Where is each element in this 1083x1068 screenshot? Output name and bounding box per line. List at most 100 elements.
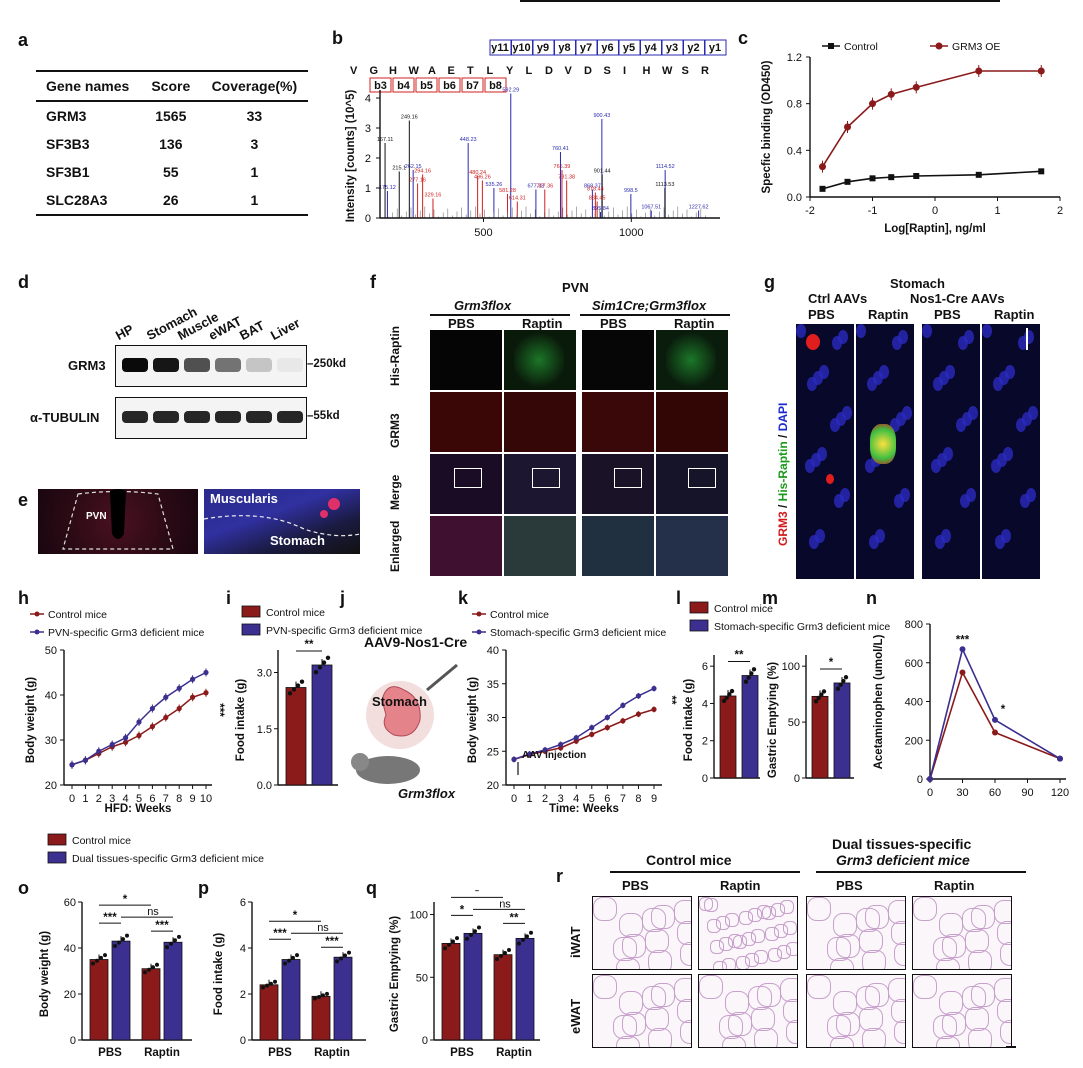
x-ticks: 500 1000	[474, 218, 644, 239]
table-row: SF3B3 136 3	[36, 130, 308, 158]
y-tick-label: 2	[365, 153, 371, 165]
legend-label: Control mice	[72, 835, 131, 847]
mouse-head-icon	[351, 753, 369, 771]
micrograph-cell	[504, 330, 576, 390]
y-ion-label: y11	[491, 42, 509, 54]
panel-label-d: d	[18, 272, 29, 292]
data-dot	[273, 979, 277, 984]
colocalized-signal	[870, 424, 896, 464]
stomach-icon	[381, 686, 421, 737]
x-axis-label: HFD: Weeks	[105, 803, 172, 815]
data-point	[635, 693, 642, 699]
pvn-outline	[62, 489, 174, 550]
table-cell: 1	[250, 164, 259, 180]
adipocyte	[833, 991, 857, 1015]
bar	[333, 956, 353, 1041]
y-tick-label: 100	[782, 661, 800, 673]
nucleus	[956, 418, 966, 432]
condition-label: Raptin	[868, 307, 909, 322]
b-ion-box	[461, 77, 484, 93]
group-rule	[816, 871, 1026, 873]
nucleus	[1024, 330, 1034, 344]
data-point	[1057, 755, 1063, 762]
mouse-icon	[356, 756, 420, 784]
nucleus	[991, 459, 1001, 473]
x-tick-label: Raptin	[144, 1047, 180, 1059]
x-tick-label: 2	[1057, 205, 1063, 217]
y-tick-label: 0.4	[787, 145, 802, 157]
nucleus	[966, 488, 976, 502]
adipocyte	[645, 1007, 669, 1031]
y-ion-label: y9	[537, 42, 549, 54]
y-tick-label: 20	[64, 989, 76, 1001]
table-row: SF3B1 55 1	[36, 158, 308, 186]
adipocyte	[894, 1020, 905, 1044]
nucleus	[935, 535, 945, 549]
adipocyte	[751, 1007, 775, 1031]
nucleus	[811, 453, 821, 467]
peak-label: 1227.62	[689, 205, 709, 211]
series-line	[513, 708, 655, 761]
data-dot	[173, 938, 177, 943]
data-point	[149, 705, 155, 712]
nucleus	[1016, 418, 1026, 432]
data-point	[620, 718, 626, 724]
nucleus	[937, 453, 947, 467]
row-label: eWAT	[568, 998, 583, 1034]
data-point	[526, 751, 533, 757]
y-tick-label: 0	[365, 213, 371, 225]
data-point	[869, 100, 876, 108]
data-dot	[295, 953, 299, 958]
nucleus	[836, 412, 846, 426]
micrograph-cell	[582, 516, 654, 576]
y-tick-label: 20	[45, 780, 57, 792]
condition-label: Raptin	[674, 316, 715, 331]
western-blot-panel: HP Stomach Muscle eWAT BAT Liver GRM3 α-TUBUL…	[20, 300, 360, 450]
data-point	[887, 90, 895, 98]
x-tick-label: 60	[989, 787, 1001, 799]
nucleus	[809, 535, 819, 549]
y-tick-label: 50	[788, 717, 800, 729]
panel-label-k: k	[458, 588, 469, 608]
micrograph-cell	[656, 392, 728, 452]
nucleus	[815, 529, 825, 543]
data-point	[913, 173, 920, 179]
data-dot	[325, 991, 329, 996]
adipocyte	[725, 991, 749, 1015]
sequence-residue: D	[545, 65, 553, 77]
adipocyte	[733, 935, 747, 949]
data-point	[912, 83, 920, 91]
legend-label: Control mice	[48, 609, 107, 621]
micrograph-cell	[656, 330, 728, 390]
legend-label: Stomach-specific Grm3 deficient mice	[490, 627, 666, 639]
b-ion-box	[438, 77, 461, 93]
peak-label: 868.37	[584, 184, 601, 190]
adipocyte	[939, 913, 963, 937]
data-dot	[525, 934, 529, 939]
nucleus	[958, 336, 968, 350]
table-cell: 26	[140, 186, 201, 216]
gastric-emptying-chart: 0 50 100 * Gastric Emptying (%)	[767, 655, 854, 785]
nucleus	[993, 377, 1003, 391]
data-dot	[507, 947, 511, 952]
table-row: GRM3 1565 33	[36, 101, 308, 130]
condition-label: PBS	[600, 316, 627, 331]
nucleus	[1020, 494, 1030, 508]
adipocyte	[968, 1028, 992, 1047]
x-tick-label: 90	[1021, 787, 1033, 799]
micrograph-cell	[430, 330, 502, 390]
condition-label: Raptin	[934, 878, 975, 893]
x-tick-label: 8	[635, 793, 641, 805]
nucleus	[832, 336, 842, 350]
significance: ns	[147, 906, 159, 918]
nucleus	[867, 377, 877, 391]
grm3-signal	[806, 334, 820, 350]
x-tick-label: 5	[589, 793, 595, 805]
peak-label: 262.15	[405, 164, 422, 170]
y-tick-label: 0.0	[787, 192, 802, 204]
nucleus	[869, 535, 879, 549]
data-dot	[751, 667, 757, 672]
sequence-residue: V	[565, 65, 573, 77]
